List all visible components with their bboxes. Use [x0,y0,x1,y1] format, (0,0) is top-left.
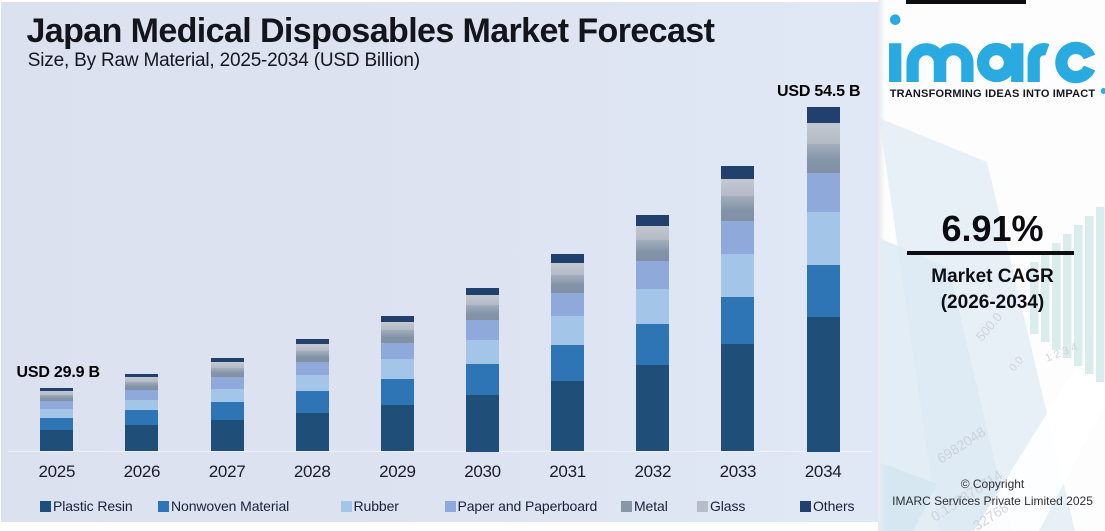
svg-text:1 2 3 4: 1 2 3 4 [1044,341,1080,365]
